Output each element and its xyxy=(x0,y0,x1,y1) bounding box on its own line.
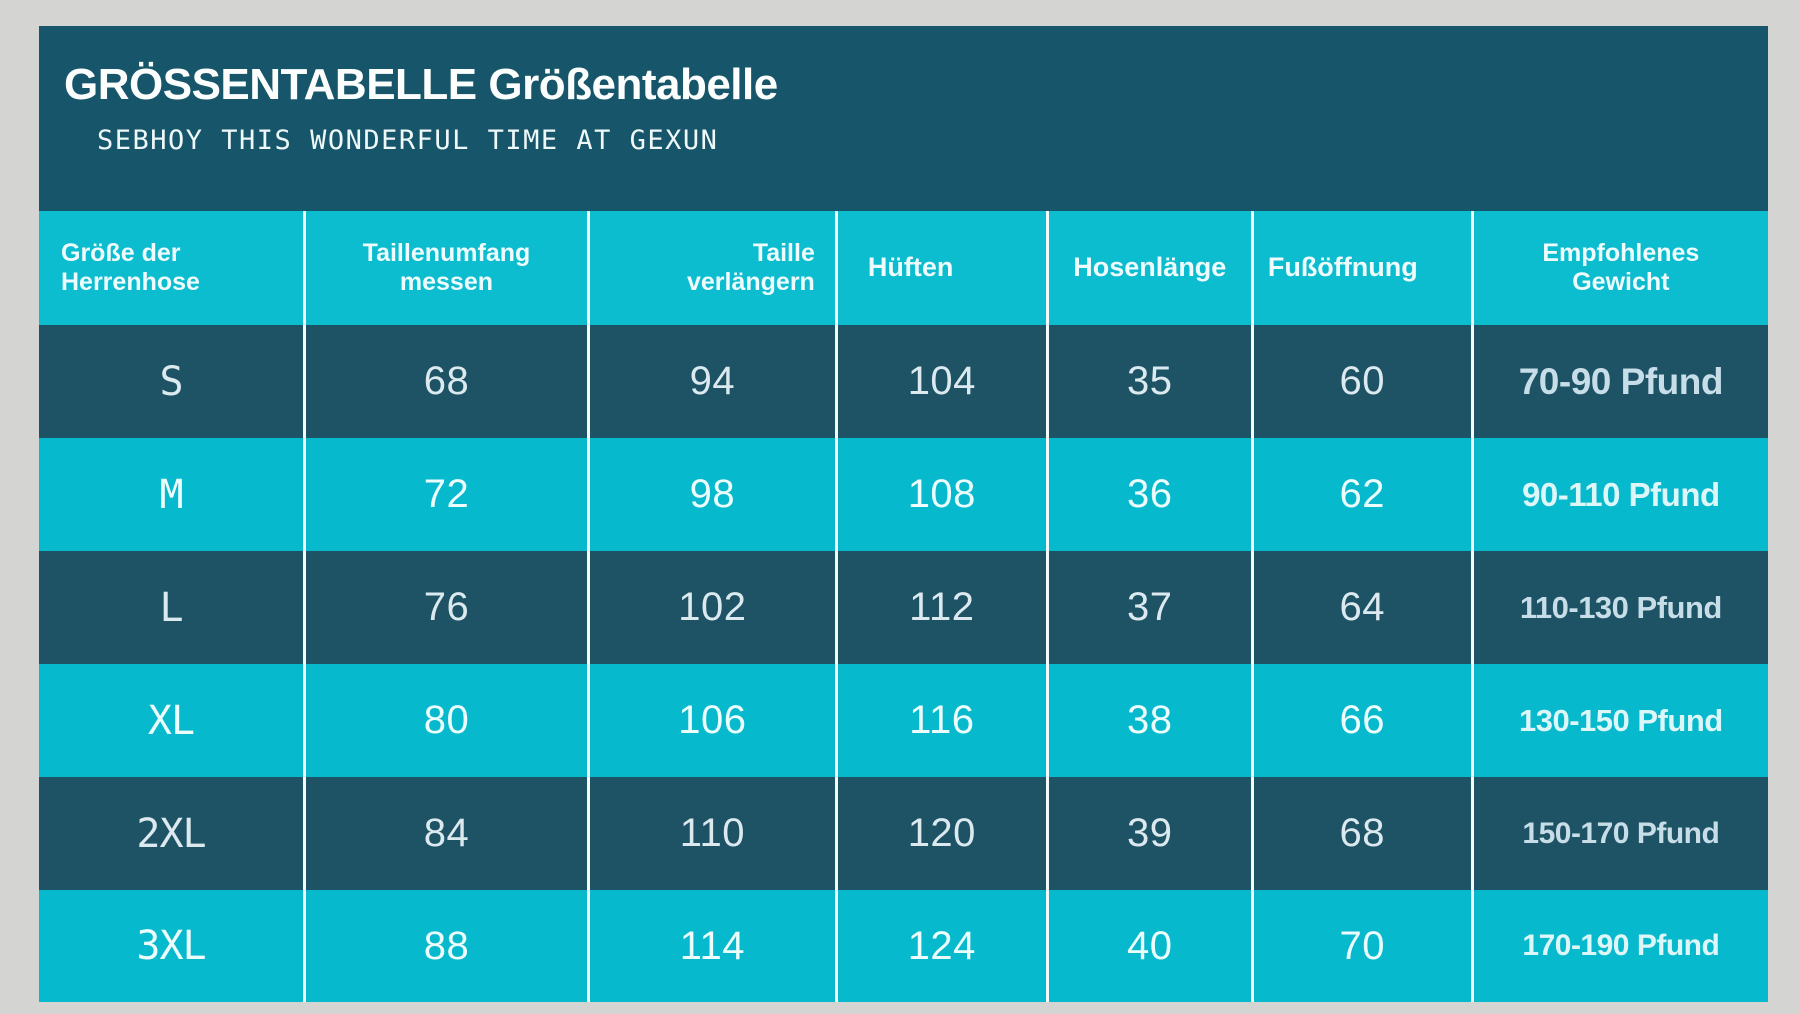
value-cell: 39 xyxy=(1045,777,1251,890)
value-cell: 66 xyxy=(1250,664,1471,777)
value-cell: 35 xyxy=(1045,325,1251,438)
value-cell: 114 xyxy=(586,890,835,1002)
size-cell: XL xyxy=(147,697,195,744)
value-cell: 72 xyxy=(303,438,587,551)
value-cell: 88 xyxy=(303,890,587,1002)
value-cell: 108 xyxy=(834,438,1046,551)
chart-subtitle: SEBHOY THIS WONDERFUL TIME AT GEXUN xyxy=(97,125,719,157)
column-header-weight: Empfohlenes Gewicht xyxy=(1470,211,1768,325)
value-cell: 60 xyxy=(1250,325,1471,438)
weight-cell: 70-90 Pfund xyxy=(1470,325,1768,438)
size-cell: S xyxy=(159,358,183,405)
table-row: S 68 94 104 35 60 70-90 Pfund xyxy=(39,325,1768,438)
column-header-length: Hosenlänge xyxy=(1045,211,1251,325)
value-cell: 70 xyxy=(1250,890,1471,1002)
value-cell: 84 xyxy=(303,777,587,890)
value-cell: 104 xyxy=(834,325,1046,438)
column-header-foot: Fußöffnung xyxy=(1250,211,1471,325)
value-cell: 68 xyxy=(303,325,587,438)
value-cell: 68 xyxy=(1250,777,1471,890)
table-row: L 76 102 112 37 64 110-130 Pfund xyxy=(39,551,1768,664)
value-cell: 120 xyxy=(834,777,1046,890)
column-header-hips: Hüften xyxy=(834,211,1046,325)
column-header-waist: Taillenumfang messen xyxy=(303,211,587,325)
weight-cell: 90-110 Pfund xyxy=(1470,438,1768,551)
value-cell: 116 xyxy=(834,664,1046,777)
value-cell: 102 xyxy=(586,551,835,664)
size-cell: M xyxy=(159,471,183,518)
value-cell: 40 xyxy=(1045,890,1251,1002)
weight-cell: 130-150 Pfund xyxy=(1470,664,1768,777)
value-cell: 110 xyxy=(586,777,835,890)
value-cell: 36 xyxy=(1045,438,1251,551)
value-cell: 80 xyxy=(303,664,587,777)
value-cell: 37 xyxy=(1045,551,1251,664)
column-header-waist-ext: Taille verlängern xyxy=(586,211,835,325)
value-cell: 62 xyxy=(1250,438,1471,551)
table-row: 3XL 88 114 124 40 70 170-190 Pfund xyxy=(39,890,1768,1002)
table-header-row: Größe der Herrenhose Taillenumfang messe… xyxy=(39,211,1768,325)
size-cell: 2XL xyxy=(136,810,206,857)
weight-cell: 170-190 Pfund xyxy=(1470,890,1768,1002)
table-row: XL 80 106 116 38 66 130-150 Pfund xyxy=(39,664,1768,777)
value-cell: 106 xyxy=(586,664,835,777)
value-cell: 76 xyxy=(303,551,587,664)
table-row: 2XL 84 110 120 39 68 150-170 Pfund xyxy=(39,777,1768,890)
size-cell: 3XL xyxy=(136,923,206,969)
weight-cell: 110-130 Pfund xyxy=(1470,551,1768,664)
title-band: GRÖSSENTABELLE Größentabelle SEBHOY THIS… xyxy=(39,26,1768,211)
value-cell: 98 xyxy=(586,438,835,551)
column-header-size: Größe der Herrenhose xyxy=(61,239,200,296)
value-cell: 124 xyxy=(834,890,1046,1002)
weight-cell: 150-170 Pfund xyxy=(1470,777,1768,890)
value-cell: 38 xyxy=(1045,664,1251,777)
value-cell: 64 xyxy=(1250,551,1471,664)
value-cell: 112 xyxy=(834,551,1046,664)
size-chart-panel: GRÖSSENTABELLE Größentabelle SEBHOY THIS… xyxy=(39,26,1768,1002)
value-cell: 94 xyxy=(586,325,835,438)
chart-title: GRÖSSENTABELLE Größentabelle xyxy=(64,60,778,109)
size-cell: L xyxy=(159,584,183,631)
table-row: M 72 98 108 36 62 90-110 Pfund xyxy=(39,438,1768,551)
